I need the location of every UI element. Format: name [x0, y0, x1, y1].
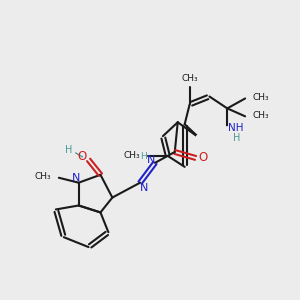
- Text: CH₃: CH₃: [252, 111, 269, 120]
- Text: O: O: [77, 150, 86, 164]
- Text: NH: NH: [228, 123, 244, 133]
- Text: N: N: [71, 173, 80, 183]
- Text: N: N: [147, 155, 155, 165]
- Text: CH₃: CH₃: [34, 172, 51, 181]
- Text: H: H: [65, 145, 72, 155]
- Text: CH₃: CH₃: [124, 152, 140, 160]
- Text: CH₃: CH₃: [252, 93, 269, 102]
- Text: H: H: [232, 133, 240, 143]
- Text: O: O: [198, 152, 207, 164]
- Text: CH₃: CH₃: [181, 74, 198, 83]
- Text: N: N: [140, 183, 148, 193]
- Text: H: H: [140, 152, 146, 161]
